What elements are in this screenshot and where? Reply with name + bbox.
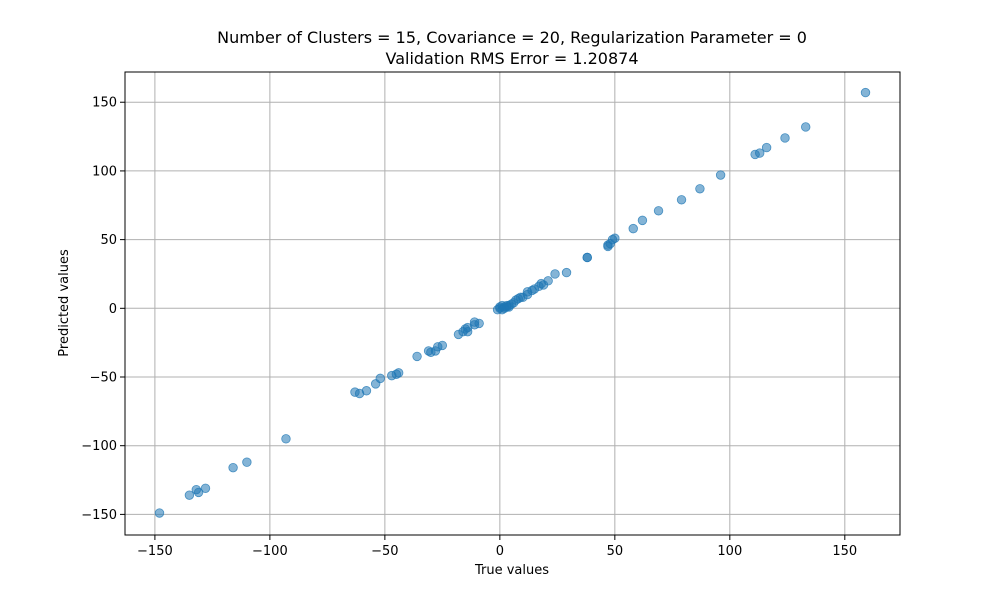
grid-lines [125, 72, 900, 535]
scatter-point [755, 148, 765, 158]
scatter-point [375, 373, 385, 384]
data-points [154, 87, 871, 518]
y-tick-label: 0 [109, 302, 117, 317]
scatter-point [437, 340, 448, 351]
scatter-point [154, 508, 165, 518]
scatter-point [412, 351, 422, 362]
x-tick-label: 150 [832, 544, 857, 559]
y-tick-label: −100 [81, 439, 117, 454]
scatter-point [361, 386, 372, 396]
scatter-point [801, 122, 811, 132]
x-tick-label: 50 [607, 544, 624, 559]
scatter-point [184, 490, 195, 500]
chart-subtitle: Validation RMS Error = 1.20874 [386, 49, 639, 68]
y-tick-label: −150 [81, 508, 117, 523]
x-tick-label: −150 [137, 544, 173, 559]
x-tick-label: −50 [371, 544, 398, 559]
scatter-point [695, 184, 705, 194]
scatter-point [780, 133, 790, 143]
scatter-point [582, 252, 592, 263]
y-tick-label: 150 [92, 96, 117, 111]
scatter-point [860, 87, 871, 98]
scatter-point [715, 170, 726, 180]
scatter-point [628, 223, 638, 234]
scatter-point [242, 457, 252, 467]
scatter-point [228, 462, 238, 473]
scatter-point [393, 368, 404, 378]
plot-area-frame [124, 71, 901, 536]
scatter-point [761, 142, 772, 153]
chart-title: Number of Clusters = 15, Covariance = 20… [217, 28, 807, 47]
y-tick-label: −50 [90, 371, 117, 386]
scatter-point [543, 276, 553, 286]
scatter-point [653, 206, 664, 216]
scatter-point [193, 487, 204, 498]
x-axis-ticks: −150 −100 −50 0 50 100 150 [137, 535, 857, 559]
y-axis-label: Predicted values [57, 249, 72, 357]
scatter-point [610, 233, 620, 243]
scatter-point [676, 195, 687, 205]
scatter-point [200, 483, 211, 493]
x-axis-label: True values [474, 563, 549, 578]
scatter-point [550, 269, 560, 279]
scatter-point [474, 318, 484, 329]
y-tick-label: 100 [92, 164, 117, 179]
y-axis-ticks: −150 −100 −50 0 50 100 150 [81, 96, 125, 523]
x-tick-label: −100 [252, 544, 288, 559]
scatter-point [637, 215, 648, 226]
scatter-point [462, 326, 473, 337]
scatter-point [561, 267, 572, 278]
x-tick-label: 0 [496, 544, 504, 559]
x-tick-label: 100 [717, 544, 742, 559]
scatter-point [281, 434, 291, 444]
y-tick-label: 50 [100, 233, 117, 248]
